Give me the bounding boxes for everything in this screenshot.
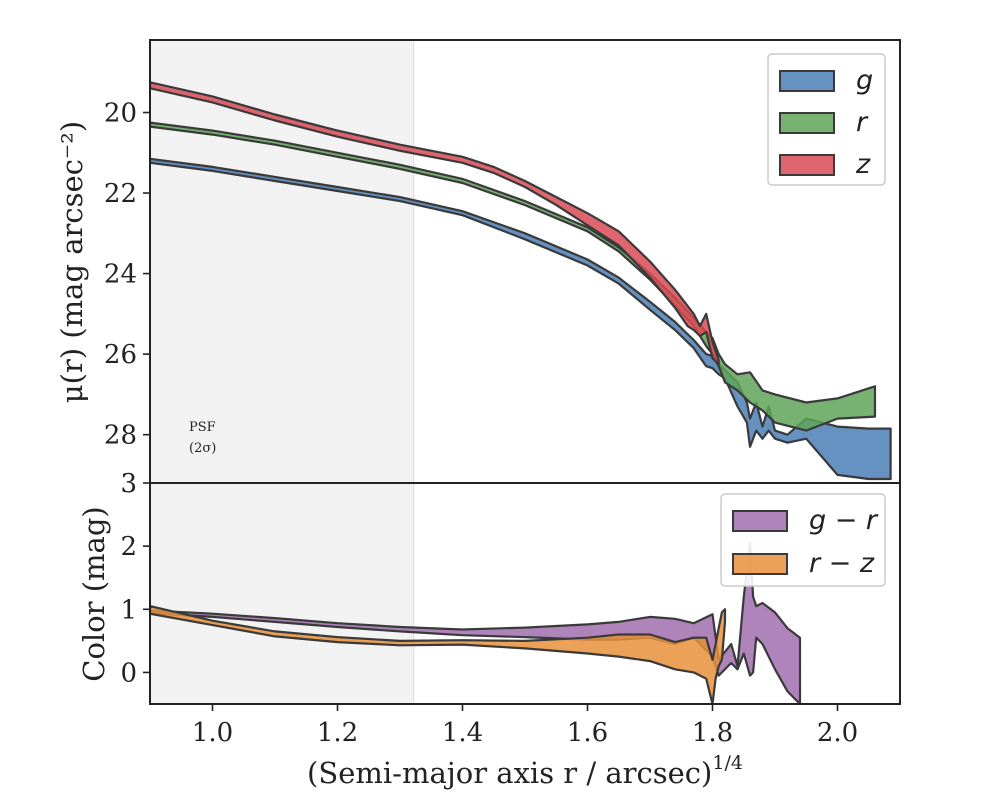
bottom-panel-frame bbox=[149, 482, 901, 705]
psf-annotation-line1: PSF bbox=[189, 420, 216, 435]
bottom-legend-label: g − r bbox=[809, 505, 879, 536]
x-tick-label: 1.0 bbox=[192, 718, 233, 748]
top-y-tick-label: 28 bbox=[104, 421, 137, 451]
bottom-legend-swatch bbox=[732, 510, 788, 532]
bottom-y-tick-label: 3 bbox=[120, 469, 137, 499]
bottom-y-tick-label: 0 bbox=[120, 658, 137, 688]
top-y-tick-label: 20 bbox=[104, 98, 137, 128]
bottom-legend-label: r − z bbox=[809, 548, 875, 579]
psf-shaded-region-bottom bbox=[150, 483, 414, 704]
x-tick-label: 2.0 bbox=[817, 718, 858, 748]
color-band-r-minus-z bbox=[150, 605, 727, 704]
top-legend-swatch bbox=[779, 70, 835, 92]
psf-annotation-line2: (2σ) bbox=[189, 441, 216, 456]
x-axis-label-superscript: 1/4 bbox=[712, 752, 743, 774]
x-tick-label: 1.2 bbox=[317, 718, 358, 748]
top-legend-swatch bbox=[779, 154, 835, 176]
top-legend-label: z bbox=[855, 149, 871, 180]
series-band-z bbox=[150, 81, 720, 366]
top-y-tick-label: 26 bbox=[104, 340, 137, 370]
top-y-tick-label: 24 bbox=[104, 260, 137, 290]
x-tick-label: 1.4 bbox=[442, 718, 483, 748]
psf-shaded-region-top bbox=[150, 40, 414, 483]
bottom-y-tick-label: 1 bbox=[120, 595, 137, 625]
bottom-y-tick-label: 2 bbox=[120, 532, 137, 562]
x-axis-label: (Semi-major axis r / arcsec)1/4 bbox=[307, 752, 743, 790]
bottom-y-axis-label: Color (mag) bbox=[77, 506, 111, 681]
top-y-axis-label: μ(r) (mag arcsec⁻²) bbox=[55, 121, 89, 403]
top-legend-label: g bbox=[856, 65, 873, 96]
series-band-g bbox=[150, 157, 892, 481]
series-band-r bbox=[150, 121, 877, 432]
x-axis-label-main: (Semi-major axis r / arcsec) bbox=[307, 756, 712, 790]
top-legend-swatch bbox=[779, 112, 835, 134]
x-tick-label: 1.8 bbox=[692, 718, 733, 748]
x-tick-label: 1.6 bbox=[567, 718, 608, 748]
top-legend-label: r bbox=[856, 107, 869, 138]
bottom-legend-swatch bbox=[732, 553, 788, 575]
top-y-tick-label: 22 bbox=[104, 179, 137, 209]
